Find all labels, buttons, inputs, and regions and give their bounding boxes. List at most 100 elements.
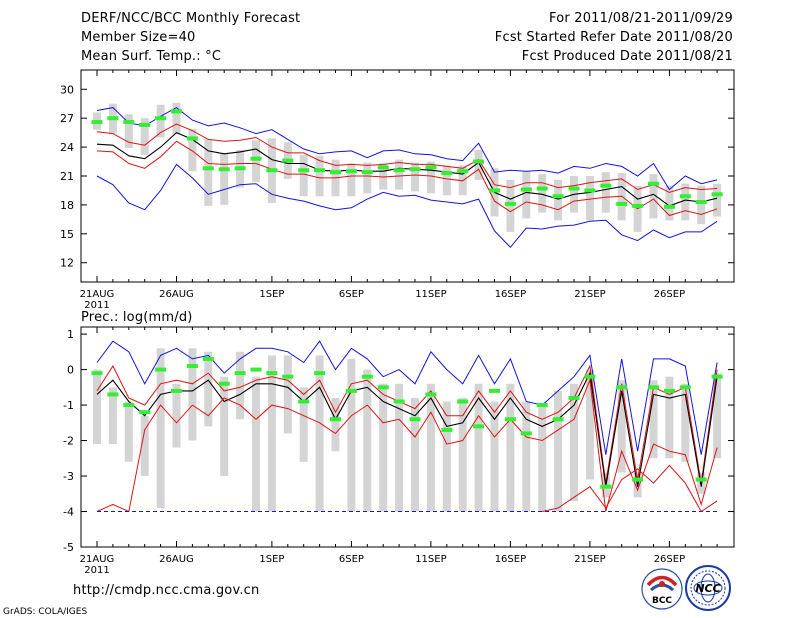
precip-control-marker-day-13 bbox=[298, 399, 310, 404]
temp-control-marker-day-30 bbox=[568, 186, 580, 191]
temp-ytick-label: 21 bbox=[60, 170, 74, 183]
precip-spread-box-day-15 bbox=[331, 397, 340, 452]
precip-xtick-label: 21AUG bbox=[80, 554, 115, 565]
precip-control-marker-day-11 bbox=[266, 371, 278, 376]
member-size-label: Member Size=40 bbox=[81, 30, 196, 45]
precip-control-marker-day-26 bbox=[504, 417, 516, 422]
precip-control-marker-day-30 bbox=[568, 395, 580, 400]
precip-xtick-year: 2011 bbox=[84, 565, 109, 576]
temp-spread-box-day-17 bbox=[363, 162, 372, 194]
precip-spread-box-day-36 bbox=[665, 376, 674, 459]
precip-control-marker-day-21 bbox=[425, 392, 437, 397]
precip-control-marker-day-38 bbox=[695, 477, 707, 482]
temp-spread-box-day-3 bbox=[140, 118, 149, 155]
temp-xtick-label: 11SEP bbox=[415, 289, 446, 300]
temperature-variable-label: Mean Surf. Temp.: °C bbox=[81, 49, 221, 64]
temp-control-marker-day-36 bbox=[663, 204, 675, 209]
precip-spread-box-day-37 bbox=[681, 383, 690, 462]
precip-control-marker-day-24 bbox=[473, 424, 485, 429]
precip-control-marker-day-28 bbox=[536, 403, 548, 408]
temp-spread-box-day-10 bbox=[252, 140, 260, 182]
precip-spread-box-day-2 bbox=[124, 401, 133, 462]
temp-xtick-label: 21AUG bbox=[80, 289, 115, 300]
precip-control-marker-day-32 bbox=[600, 484, 612, 489]
precip-xtick-label: 11SEP bbox=[415, 554, 446, 565]
temp-line-min bbox=[96, 163, 718, 249]
temp-control-marker-day-29 bbox=[552, 194, 564, 199]
precip-control-marker-day-7 bbox=[202, 356, 214, 361]
precip-spread-box-day-35 bbox=[649, 380, 658, 459]
temp-control-marker-day-9 bbox=[234, 166, 246, 171]
temp-control-marker-day-37 bbox=[679, 194, 691, 199]
temp-control-marker-day-26 bbox=[504, 201, 516, 206]
temp-spread-box-day-4 bbox=[156, 104, 165, 138]
precip-control-marker-day-3 bbox=[139, 410, 151, 415]
temp-xtick-label: 21SEP bbox=[574, 289, 605, 300]
precip-control-marker-day-22 bbox=[441, 427, 453, 432]
temp-xtick-label: 1SEP bbox=[259, 289, 284, 300]
precip-control-marker-day-17 bbox=[361, 374, 373, 379]
temp-spread-box-day-20 bbox=[411, 162, 419, 192]
temp-spread-box-day-8 bbox=[220, 152, 229, 205]
temp-control-marker-day-13 bbox=[298, 168, 310, 173]
temp-spread-box-day-21 bbox=[426, 161, 435, 194]
temp-control-marker-day-15 bbox=[330, 170, 341, 175]
temp-control-marker-day-34 bbox=[632, 203, 644, 208]
temp-xtick-label: 26AUG bbox=[159, 289, 194, 300]
temp-control-marker-day-25 bbox=[489, 188, 500, 193]
precip-control-marker-day-9 bbox=[234, 371, 246, 376]
temp-spread-box-day-31 bbox=[585, 176, 594, 221]
temp-spread-box-day-2 bbox=[124, 114, 133, 149]
precip-control-marker-day-39 bbox=[711, 374, 723, 379]
temp-spread-box-day-37 bbox=[681, 183, 690, 221]
temp-control-marker-day-0 bbox=[91, 120, 103, 125]
precip-plot-frame bbox=[80, 326, 735, 548]
precip-xtick-label: 16SEP bbox=[495, 554, 526, 565]
precip-control-marker-day-14 bbox=[314, 371, 326, 376]
precip-control-marker-day-23 bbox=[457, 399, 469, 404]
precip-spread-box-day-23 bbox=[458, 397, 467, 512]
precip-spread-box-day-31 bbox=[585, 369, 594, 480]
precip-spread-box-day-25 bbox=[490, 401, 499, 512]
precipitation-chart: -5 -4 -3 -2 -1 0 1 21AUG 26AUG 1SEP 6SEP 11SEP 16SEP… bbox=[63, 326, 735, 576]
temp-control-marker-day-22 bbox=[441, 171, 453, 176]
precip-control-marker-day-1 bbox=[107, 392, 119, 397]
precip-control-marker-day-19 bbox=[393, 399, 405, 404]
temp-control-marker-day-35 bbox=[648, 181, 659, 186]
temp-xtick-label: 6SEP bbox=[339, 289, 364, 300]
precip-variable-label: Prec.: log(mm/d) bbox=[81, 310, 193, 325]
temp-spread-box-day-18 bbox=[379, 163, 388, 190]
temp-spread-box-day-29 bbox=[554, 179, 563, 221]
precip-ytick-label: -2 bbox=[63, 435, 74, 448]
temp-ytick-label: 30 bbox=[60, 83, 74, 96]
precip-control-marker-day-15 bbox=[330, 417, 341, 422]
precip-control-marker-day-2 bbox=[123, 403, 135, 408]
temp-line-max bbox=[96, 107, 718, 191]
precip-control-marker-day-18 bbox=[377, 385, 389, 390]
forecast-period-label: For 2011/08/21-2011/09/29 bbox=[549, 11, 733, 26]
precip-spread-box-day-39 bbox=[713, 373, 722, 459]
precip-spread-box-day-9 bbox=[236, 351, 245, 420]
precip-control-marker-day-12 bbox=[282, 374, 294, 379]
temp-control-marker-day-33 bbox=[616, 201, 628, 206]
temp-control-marker-day-31 bbox=[584, 188, 596, 193]
precip-spread-box-day-7 bbox=[204, 351, 213, 427]
temp-control-marker-day-20 bbox=[409, 167, 421, 172]
temp-spread-box-day-39 bbox=[713, 183, 722, 217]
temp-spread-box-day-32 bbox=[601, 172, 610, 213]
temp-spread-box-day-13 bbox=[299, 154, 308, 197]
temp-ytick-label: 18 bbox=[60, 199, 74, 212]
temp-line-upper bbox=[96, 123, 718, 193]
precip-control-marker-day-33 bbox=[616, 385, 628, 390]
temp-control-marker-day-12 bbox=[282, 158, 294, 163]
precip-line-min_tail bbox=[542, 464, 718, 513]
temp-control-marker-day-6 bbox=[186, 136, 198, 141]
temp-control-marker-day-19 bbox=[393, 168, 405, 173]
precip-control-marker-day-35 bbox=[648, 385, 659, 390]
temp-control-marker-day-10 bbox=[250, 156, 262, 161]
precip-spread-box-day-11 bbox=[267, 355, 276, 512]
temp-spread-box-day-38 bbox=[697, 185, 706, 225]
precip-spread-box-day-20 bbox=[411, 397, 419, 512]
temp-ytick-label: 15 bbox=[60, 228, 74, 241]
precip-spread-box-day-17 bbox=[363, 369, 372, 512]
